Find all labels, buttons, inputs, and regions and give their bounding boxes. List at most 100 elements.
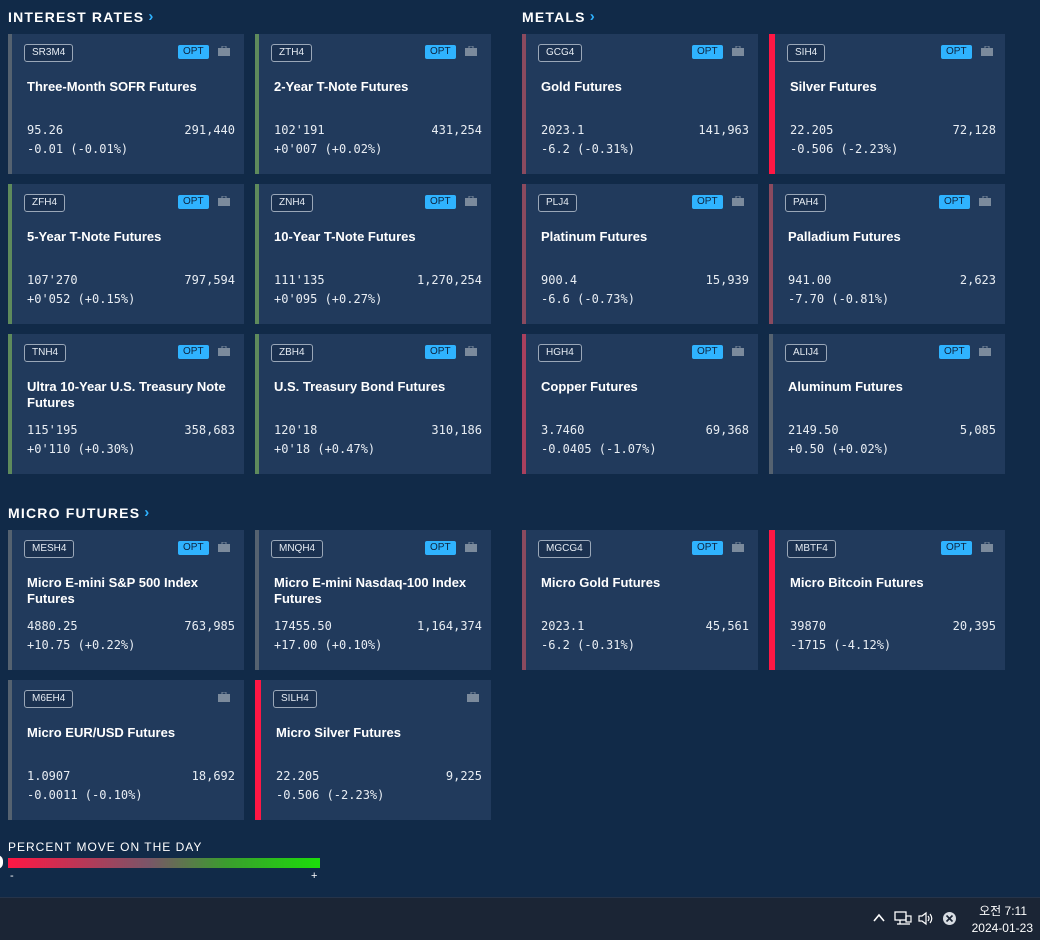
- contract-name: 2-Year T-Note Futures: [274, 79, 409, 94]
- briefcase-icon[interactable]: [981, 542, 993, 552]
- contract-name: Micro EUR/USD Futures: [27, 725, 176, 740]
- contract-card-mesh4[interactable]: MESH4 OPT Micro E-mini S&P 500 Index Fut…: [8, 530, 244, 670]
- briefcase-icon[interactable]: [732, 196, 744, 206]
- contract-code-badge: ZTH4: [271, 44, 312, 62]
- options-badge[interactable]: OPT: [425, 345, 456, 359]
- contract-card-m6eh4[interactable]: M6EH4 Micro EUR/USD Futures 1.0907 18,69…: [8, 680, 244, 820]
- briefcase-icon[interactable]: [467, 692, 479, 702]
- contract-card-mbtf4[interactable]: MBTF4 OPT Micro Bitcoin Futures 39870 20…: [769, 530, 1005, 670]
- options-badge[interactable]: OPT: [178, 45, 209, 59]
- contract-card-sih4[interactable]: SIH4 OPT Silver Futures 22.205 72,128 -0…: [769, 34, 1005, 174]
- briefcase-icon[interactable]: [465, 46, 477, 56]
- volume: 18,692: [191, 769, 235, 783]
- contract-name: Micro Gold Futures: [541, 575, 661, 590]
- volume-icon[interactable]: [918, 911, 936, 926]
- contract-card-zbh4[interactable]: ZBH4 OPT U.S. Treasury Bond Futures 120'…: [255, 334, 491, 474]
- section-title-label: MICRO FUTURES: [8, 504, 141, 521]
- volume: 431,254: [431, 123, 482, 137]
- briefcase-icon[interactable]: [465, 542, 477, 552]
- last-price: 941.00: [788, 273, 832, 287]
- section-title-interest-rates[interactable]: INTEREST RATES ›: [8, 8, 155, 25]
- contract-card-alij4[interactable]: ALIJ4 OPT Aluminum Futures 2149.50 5,085…: [769, 334, 1005, 474]
- contract-card-gcg4[interactable]: GCG4 OPT Gold Futures 2023.1 141,963 -6.…: [522, 34, 758, 174]
- legend-slider-handle[interactable]: [0, 855, 3, 869]
- volume: 1,164,374: [416, 619, 482, 633]
- section-title-micro-futures[interactable]: MICRO FUTURES ›: [8, 504, 150, 521]
- briefcase-icon[interactable]: [465, 196, 477, 206]
- options-badge[interactable]: OPT: [692, 195, 723, 209]
- contract-name: Copper Futures: [541, 379, 638, 394]
- briefcase-icon[interactable]: [981, 46, 993, 56]
- contract-card-plj4[interactable]: PLJ4 OPT Platinum Futures 900.4 15,939 -…: [522, 184, 758, 324]
- options-badge[interactable]: OPT: [178, 345, 209, 359]
- contract-card-zth4[interactable]: ZTH4 OPT 2-Year T-Note Futures 102'191 4…: [255, 34, 491, 174]
- contract-code-badge: MGCG4: [538, 540, 591, 558]
- legend-plus-label: +: [311, 870, 318, 882]
- price-change: +17.00 (+0.10%): [274, 638, 383, 652]
- contract-name: Silver Futures: [790, 79, 877, 94]
- clock-date[interactable]: 2024-01-23: [971, 921, 1033, 935]
- chevron-right-icon: ›: [148, 8, 155, 25]
- last-price: 120'18: [274, 423, 318, 437]
- briefcase-icon[interactable]: [218, 46, 230, 56]
- options-badge[interactable]: OPT: [941, 45, 972, 59]
- contract-name: Ultra 10-Year U.S. Treasury Note Futures: [27, 379, 226, 410]
- contract-code-badge: ZBH4: [271, 344, 313, 362]
- volume: 1,270,254: [416, 273, 482, 287]
- contract-name: Micro E-mini Nasdaq-100 Index Futures: [274, 575, 467, 606]
- briefcase-icon[interactable]: [979, 346, 991, 356]
- options-badge[interactable]: OPT: [692, 45, 723, 59]
- options-badge[interactable]: OPT: [178, 195, 209, 209]
- chevron-up-icon[interactable]: [872, 912, 886, 924]
- options-badge[interactable]: OPT: [939, 345, 970, 359]
- volume: 141,963: [698, 123, 749, 137]
- contract-card-sr3m4[interactable]: SR3M4 OPT Three-Month SOFR Futures 95.26…: [8, 34, 244, 174]
- briefcase-icon[interactable]: [465, 346, 477, 356]
- options-badge[interactable]: OPT: [939, 195, 970, 209]
- briefcase-icon[interactable]: [979, 196, 991, 206]
- contract-card-znh4[interactable]: ZNH4 OPT 10-Year T-Note Futures 111'135 …: [255, 184, 491, 324]
- options-badge[interactable]: OPT: [425, 45, 456, 59]
- close-circle-icon[interactable]: [942, 911, 957, 926]
- volume: 9,225: [445, 769, 482, 783]
- briefcase-icon[interactable]: [732, 46, 744, 56]
- briefcase-icon[interactable]: [218, 196, 230, 206]
- contract-name: Platinum Futures: [541, 229, 648, 244]
- options-badge[interactable]: OPT: [941, 541, 972, 555]
- volume: 69,368: [705, 423, 749, 437]
- contract-card-mnqh4[interactable]: MNQH4 OPT Micro E-mini Nasdaq-100 Index …: [255, 530, 491, 670]
- contract-card-pah4[interactable]: PAH4 OPT Palladium Futures 941.00 2,623 …: [769, 184, 1005, 324]
- contract-card-zfh4[interactable]: ZFH4 OPT 5-Year T-Note Futures 107'270 7…: [8, 184, 244, 324]
- price-change: -0.0011 (-0.10%): [27, 788, 143, 802]
- price-change: -6.6 (-0.73%): [541, 292, 635, 306]
- section-title-metals[interactable]: METALS ›: [522, 8, 596, 25]
- options-badge[interactable]: OPT: [425, 541, 456, 555]
- volume: 15,939: [705, 273, 749, 287]
- contract-card-hgh4[interactable]: HGH4 OPT Copper Futures 3.7460 69,368 -0…: [522, 334, 758, 474]
- contract-name: Micro Bitcoin Futures: [790, 575, 924, 590]
- contract-card-silh4[interactable]: SILH4 Micro Silver Futures 22.205 9,225 …: [255, 680, 491, 820]
- chevron-right-icon: ›: [144, 504, 151, 521]
- volume: 310,186: [431, 423, 482, 437]
- contract-code-badge: TNH4: [24, 344, 67, 362]
- contract-name: Micro E-mini S&P 500 Index Futures: [27, 575, 198, 606]
- legend-title: PERCENT MOVE ON THE DAY: [8, 840, 203, 854]
- briefcase-icon[interactable]: [732, 542, 744, 552]
- contract-card-mgcg4[interactable]: MGCG4 OPT Micro Gold Futures 2023.1 45,5…: [522, 530, 758, 670]
- network-icon[interactable]: [894, 911, 912, 926]
- clock-time[interactable]: 오전 7:11: [979, 904, 1027, 918]
- contract-card-tnh4[interactable]: TNH4 OPT Ultra 10-Year U.S. Treasury Not…: [8, 334, 244, 474]
- options-badge[interactable]: OPT: [692, 541, 723, 555]
- contract-name: Three-Month SOFR Futures: [27, 79, 197, 94]
- volume: 72,128: [952, 123, 996, 137]
- price-change: +0'052 (+0.15%): [27, 292, 136, 306]
- options-badge[interactable]: OPT: [692, 345, 723, 359]
- briefcase-icon[interactable]: [218, 542, 230, 552]
- options-badge[interactable]: OPT: [425, 195, 456, 209]
- price-change: +0'095 (+0.27%): [274, 292, 383, 306]
- options-badge[interactable]: OPT: [178, 541, 209, 555]
- price-change: -0.0405 (-1.07%): [541, 442, 657, 456]
- briefcase-icon[interactable]: [218, 346, 230, 356]
- briefcase-icon[interactable]: [732, 346, 744, 356]
- briefcase-icon[interactable]: [218, 692, 230, 702]
